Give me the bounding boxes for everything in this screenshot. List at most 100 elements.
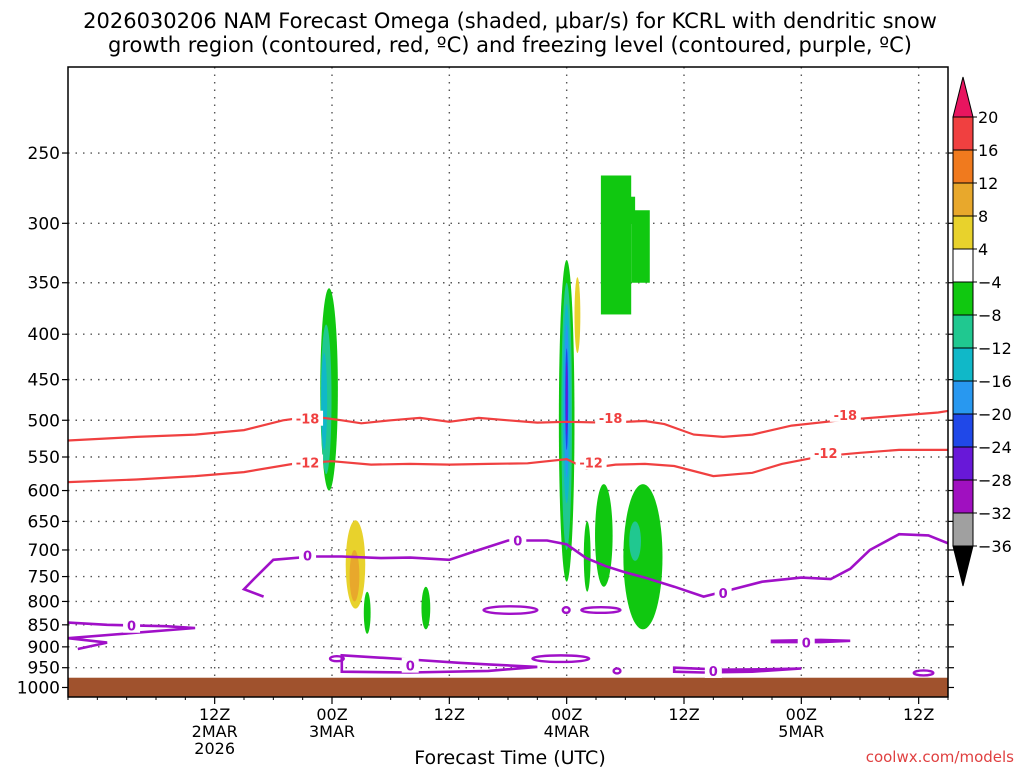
colorbar-segment-5 bbox=[952, 248, 974, 283]
x-tick-label-60-1: 00Z bbox=[786, 705, 817, 724]
omega-patch-1 bbox=[631, 210, 650, 283]
freezing-loop-4 bbox=[531, 654, 591, 664]
y-tick-label-450: 450 bbox=[28, 371, 60, 391]
y-tick-label-850: 850 bbox=[28, 616, 60, 636]
colorbar-segment-7 bbox=[952, 314, 974, 349]
colorbar-label-9: −20 bbox=[978, 405, 1012, 424]
dgz-contours: -18 -18 -18 -12 -12 -12 bbox=[68, 406, 948, 484]
omega-blob-5 bbox=[363, 591, 371, 634]
colorbar-segment-2 bbox=[952, 149, 974, 184]
freezing-contour-line-6 bbox=[672, 666, 802, 674]
colorbar-legend: 20 16 12 8 4 −4 −8 −12 −16 −20 −24 −28 −32 −36 bbox=[952, 76, 1012, 587]
omega-blob-2 bbox=[321, 353, 328, 450]
freezing-label-6-bg bbox=[704, 662, 722, 678]
freezing-loop-6 bbox=[912, 669, 935, 677]
omega-shading bbox=[320, 175, 663, 634]
chart-title: 2026030206 NAM Forecast Omega (shaded, μ… bbox=[83, 9, 937, 57]
y-tick-label-950: 950 bbox=[28, 659, 60, 679]
colorbar-segment-10 bbox=[952, 413, 974, 448]
freezing-loop-1 bbox=[561, 606, 571, 615]
y-tick-label-750: 750 bbox=[28, 568, 60, 588]
y-tick-label-600: 600 bbox=[28, 482, 60, 502]
dgz-label-1: -18 bbox=[599, 412, 623, 427]
x-tick-label-12-1: 00Z bbox=[316, 705, 347, 724]
colorbar-segment-1 bbox=[952, 116, 974, 151]
colorbar-label-5: −4 bbox=[978, 273, 1002, 292]
freezing-label-5: 0 bbox=[406, 660, 415, 675]
y-axis: 2503003504004505005506006507007508008509… bbox=[17, 144, 954, 698]
x-tick-label-60-2: 5MAR bbox=[778, 722, 824, 741]
y-tick-label-250: 250 bbox=[28, 144, 60, 164]
omega-blob-4 bbox=[349, 549, 360, 602]
dgz-label-0: -18 bbox=[296, 413, 320, 428]
freezing-contour-line-3 bbox=[68, 621, 196, 651]
x-tick-label-48-1: 12Z bbox=[668, 705, 699, 724]
y-tick-label-350: 350 bbox=[28, 274, 60, 294]
y-tick-label-500: 500 bbox=[28, 411, 60, 431]
colorbar-segment-12 bbox=[952, 479, 974, 514]
freezing-label-3: 0 bbox=[127, 620, 136, 635]
x-tick-label-36-2: 4MAR bbox=[544, 722, 590, 741]
omega-patch-0 bbox=[600, 175, 632, 315]
colorbar-label-12: −32 bbox=[978, 504, 1012, 523]
x-tick-label-12-2: 3MAR bbox=[309, 722, 355, 741]
dgz-label-3: -12 bbox=[296, 457, 320, 472]
dgz-label-0-bg bbox=[292, 410, 324, 426]
colorbar-label-10: −24 bbox=[978, 438, 1012, 457]
dgz-label-2: -18 bbox=[834, 409, 858, 424]
y-tick-label-400: 400 bbox=[28, 325, 60, 345]
freezing-label-6: 0 bbox=[709, 665, 718, 680]
colorbar-segment-4 bbox=[952, 215, 974, 250]
dgz-label-4-bg bbox=[575, 454, 607, 470]
freezing-label-2: 0 bbox=[719, 587, 728, 602]
colorbar-label-0: 20 bbox=[978, 108, 998, 127]
dgz-label-5-bg bbox=[810, 444, 842, 460]
colorbar-segment-3 bbox=[952, 182, 974, 217]
x-tick-label-24-1: 12Z bbox=[434, 705, 465, 724]
freezing-contour-line-0 bbox=[241, 532, 948, 598]
y-tick-label-900: 900 bbox=[28, 638, 60, 658]
freezing-label-3-bg bbox=[123, 617, 141, 633]
x-tick-label-72-1: 12Z bbox=[903, 705, 934, 724]
colorbar-label-3: 8 bbox=[978, 207, 988, 226]
colorbar-bottom-arrow bbox=[952, 545, 974, 587]
colorbar-label-4: 4 bbox=[978, 240, 988, 259]
y-tick-label-1000: 1000 bbox=[17, 678, 60, 698]
colorbar-segment-11 bbox=[952, 446, 974, 481]
colorbar-top-arrow bbox=[952, 76, 974, 118]
omega-blob-14 bbox=[583, 521, 591, 592]
freezing-label-5-bg bbox=[401, 657, 419, 673]
y-tick-label-550: 550 bbox=[28, 448, 60, 468]
gridlines bbox=[68, 67, 948, 697]
colorbar-label-13: −36 bbox=[978, 537, 1012, 556]
dgz-label-5: -12 bbox=[814, 447, 838, 462]
freezing-contours: 0 0 0 0 0 0 0 bbox=[68, 532, 948, 680]
freezing-contour-line-5 bbox=[340, 653, 538, 674]
y-tick-label-700: 700 bbox=[28, 541, 60, 561]
dgz-label-4: -12 bbox=[579, 457, 603, 472]
freezing-loop-0 bbox=[482, 605, 539, 615]
plot-inner: -18 -18 -18 -12 -12 -12 0 0 0 0 0 0 0 bbox=[68, 67, 948, 697]
colorbar-segment-13 bbox=[952, 512, 974, 547]
omega-blob-17 bbox=[629, 521, 641, 561]
omega-patch-2 bbox=[615, 196, 636, 224]
colorbar-segment-9 bbox=[952, 380, 974, 415]
y-tick-label-800: 800 bbox=[28, 592, 60, 612]
colorbar-label-8: −16 bbox=[978, 372, 1012, 391]
freezing-label-0: 0 bbox=[303, 549, 312, 564]
credit-link[interactable]: coolwx.com/models bbox=[866, 748, 1014, 766]
dgz-label-3-bg bbox=[292, 454, 324, 470]
colorbar-segment-8 bbox=[952, 347, 974, 382]
omega-blob-13 bbox=[574, 277, 581, 354]
y-tick-label-300: 300 bbox=[28, 214, 60, 234]
dgz-contour-line-0 bbox=[68, 409, 948, 442]
ground-surface bbox=[68, 677, 948, 697]
freezing-label-4: 0 bbox=[802, 637, 811, 652]
x-tick-label-36-1: 00Z bbox=[551, 705, 582, 724]
freezing-loop-3 bbox=[328, 654, 345, 663]
x-tick-label-0-3: 2026 bbox=[194, 739, 235, 758]
colorbar-label-1: 16 bbox=[978, 141, 998, 160]
